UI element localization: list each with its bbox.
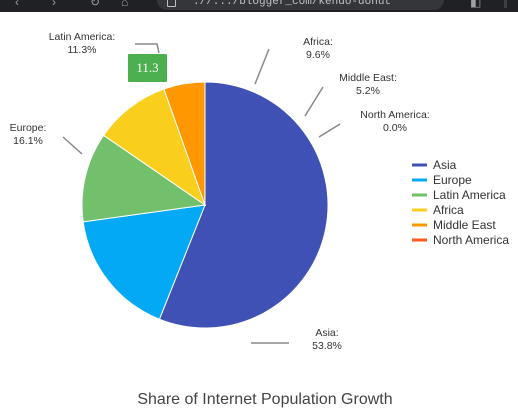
leader-line-middle-east (304, 86, 324, 117)
legend-swatch-north-america (412, 238, 427, 242)
slice-value-latin-america: 11.3% (68, 44, 97, 56)
slice-value-africa: 9.6% (306, 49, 330, 61)
slice-latin-america[interactable] (81, 134, 207, 223)
slice-label-asia: Asia: (315, 327, 338, 339)
slice-value-asia: 53.8% (312, 340, 342, 352)
slice-label-africa: Africa: (303, 36, 333, 48)
slice-value-middle-east: 5.2% (356, 85, 380, 97)
chart-title: Share of Internet Population Growth (137, 391, 393, 408)
slice-label-europe: Europe: (10, 122, 47, 134)
slice-label-north-america: North America: (360, 109, 429, 121)
slice-africa[interactable] (102, 88, 206, 207)
leader-line-latin-america (135, 43, 160, 54)
pie-slices (81, 81, 329, 329)
slice-label-middle-east: Middle East: (339, 72, 397, 84)
legend-item-asia[interactable]: Asia (433, 158, 457, 172)
extensions-icon[interactable]: ◧ (470, 0, 482, 9)
legend-swatch-middle-east (412, 223, 427, 227)
slice-label-latin-america: Latin America: (49, 31, 116, 43)
leader-line-north-america (318, 123, 341, 138)
lock-icon (167, 0, 176, 7)
slice-middle-east[interactable] (163, 81, 206, 206)
legend-swatch-latin-america (412, 193, 427, 197)
address-bar[interactable]: ://.../blogger_com/kendo-donut (157, 0, 444, 10)
forward-icon[interactable]: › (52, 0, 56, 9)
legend-swatch-asia (412, 163, 427, 167)
legend-item-latin-america[interactable]: Latin America (433, 188, 506, 202)
legend-item-africa[interactable]: Africa (433, 203, 464, 217)
browser-toolbar: ‹ › ↻ ⌂ ://.../blogger_com/kendo-donut ◧ (0, 0, 518, 12)
toolbar-divider (504, 0, 507, 8)
slice-asia[interactable] (158, 81, 329, 329)
leader-line-africa (254, 48, 270, 85)
home-icon[interactable]: ⌂ (121, 0, 129, 9)
legend-item-europe[interactable]: Europe (433, 173, 472, 187)
reload-icon[interactable]: ↻ (90, 0, 101, 9)
slice-europe[interactable] (82, 204, 206, 320)
leader-line-europe (62, 136, 83, 155)
url-text: ://.../blogger_com/kendo-donut (193, 0, 392, 8)
back-icon[interactable]: ‹ (15, 0, 19, 9)
slice-labels: Asia:53.8%Europe:16.1%Latin America:11.3… (10, 31, 430, 352)
legend-item-middle-east[interactable]: Middle East (433, 218, 496, 232)
slice-tooltip: 11.3 (128, 54, 167, 82)
legend-item-north-america[interactable]: North America (433, 233, 509, 247)
slice-value-north-america: 0.0% (383, 122, 407, 134)
leader-lines (62, 43, 341, 344)
legend-swatch-europe (412, 178, 427, 182)
slice-value-europe: 16.1% (13, 135, 43, 147)
legend-swatch-africa (412, 208, 427, 212)
